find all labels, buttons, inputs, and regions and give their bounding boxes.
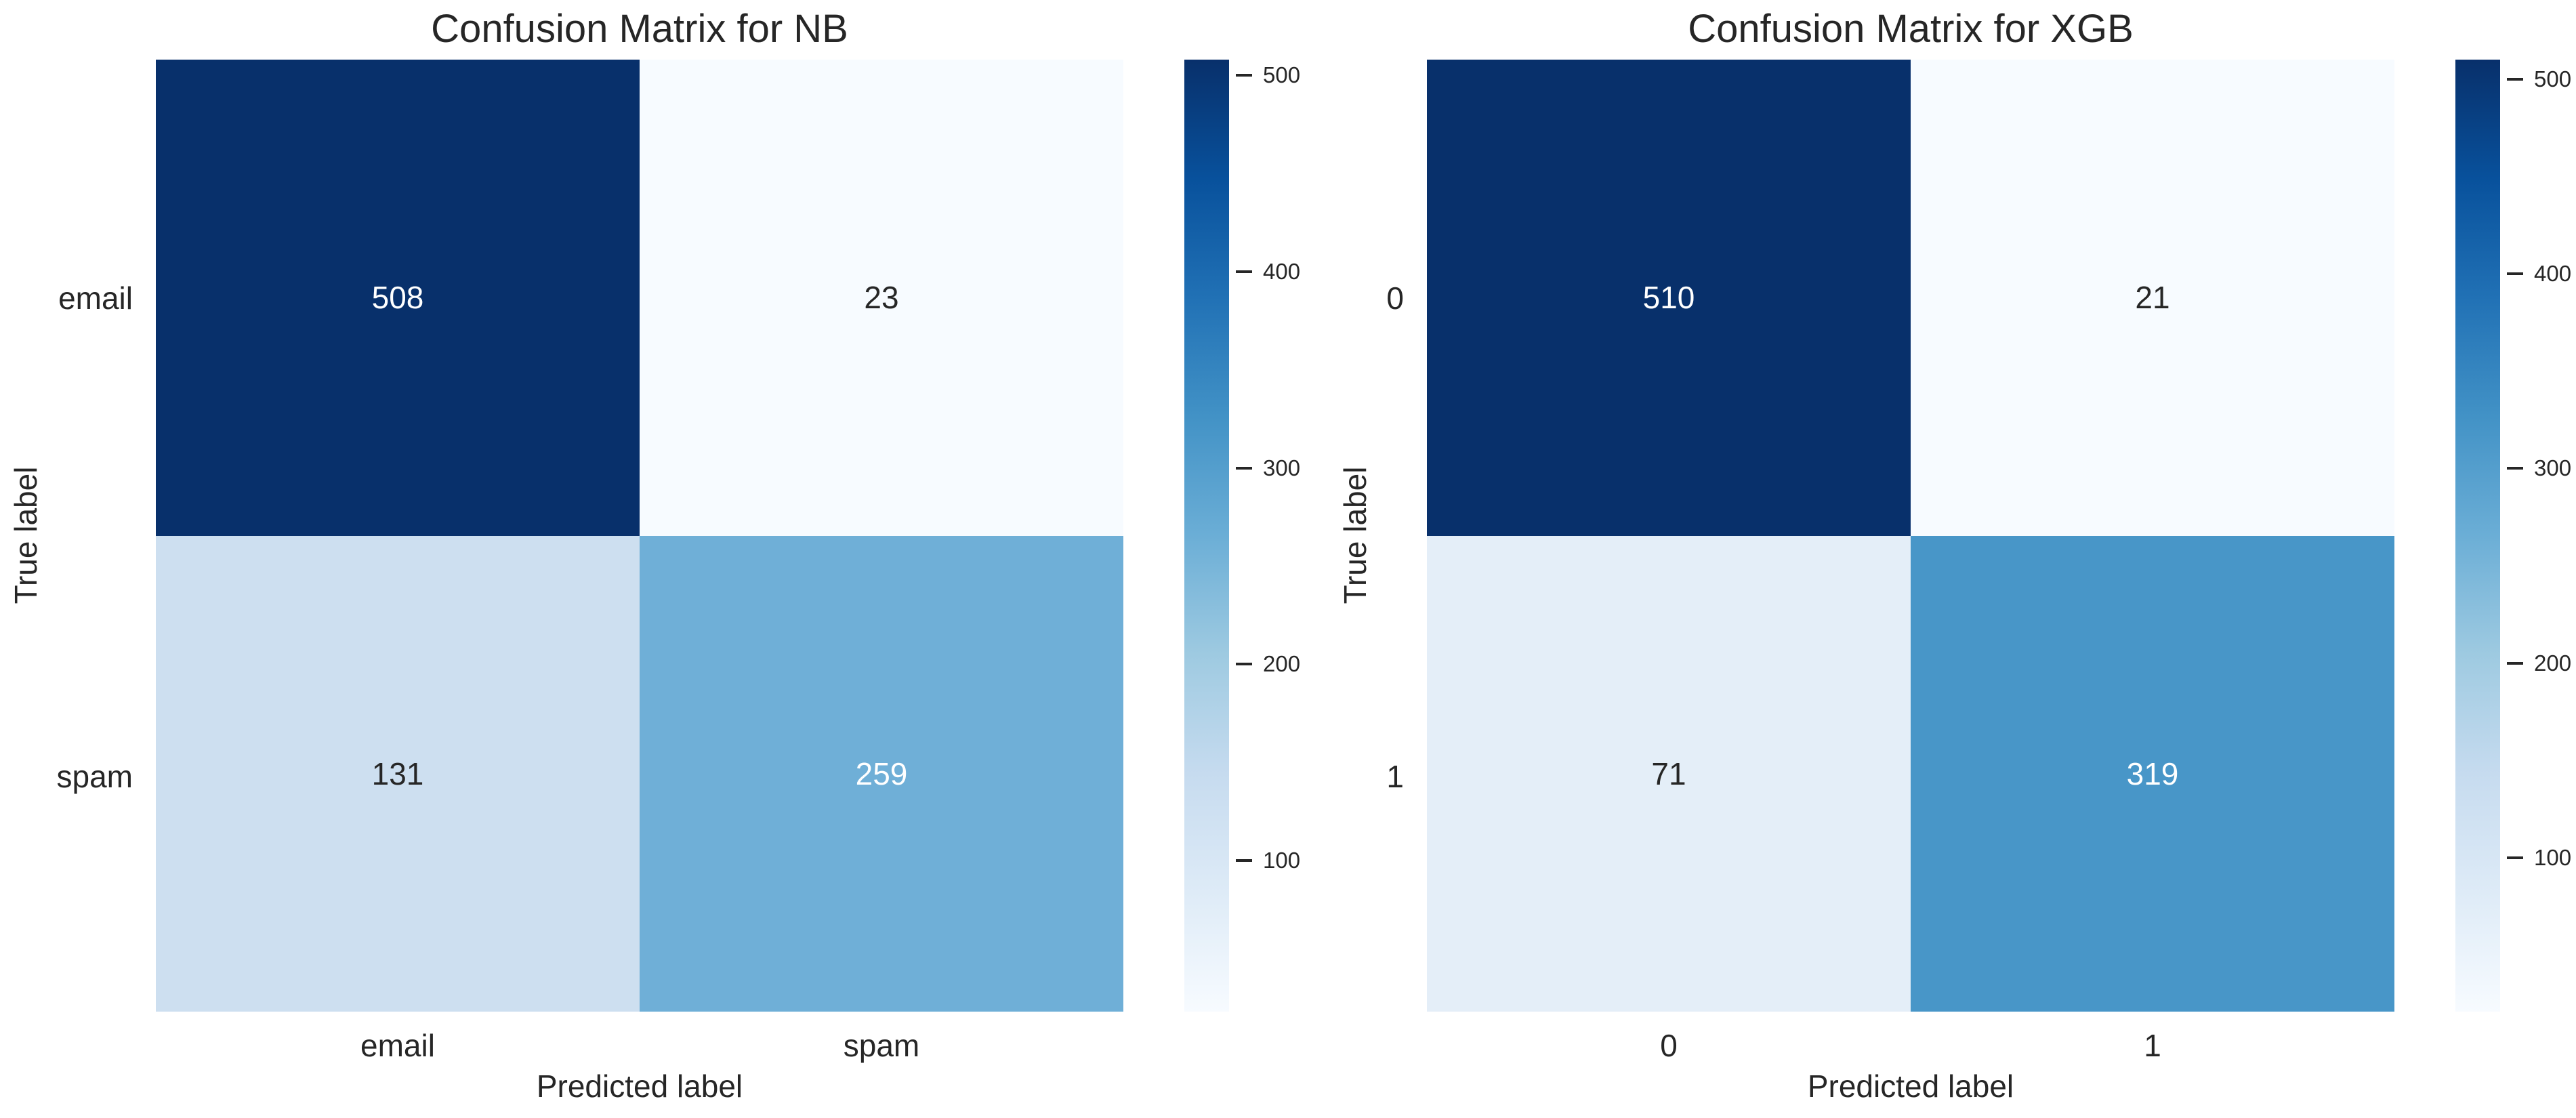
colorbar-tick-mark [2507, 856, 2523, 859]
colorbar-tick-label: 200 [2534, 650, 2572, 676]
colorbar-tick: 200 [2507, 650, 2571, 676]
x-tick-label: spam [843, 1028, 920, 1063]
y-tick-label: email [58, 281, 133, 316]
colorbar-tick: 500 [2507, 66, 2571, 92]
matrix-cell-true-email-pred-spam: 23 [640, 60, 1123, 536]
colorbar-tick-mark [1236, 466, 1252, 470]
matrix-cell-true-spam-pred-spam: 259 [640, 535, 1123, 1012]
matrix-cell-true-spam-pred-email: 131 [156, 535, 640, 1012]
y-axis-label: True label [1337, 466, 1373, 604]
x-tick-label: email [360, 1028, 435, 1063]
confusion-matrix-heatmap: 510 21 71 319 [1427, 60, 2394, 1012]
colorbar-tick-label: 400 [2534, 260, 2572, 286]
chart-title: Confusion Matrix for NB [431, 7, 848, 51]
y-tick-label: spam [56, 759, 133, 794]
confusion-matrix-heatmap: 508 23 131 259 [156, 60, 1123, 1012]
colorbar-gradient [1184, 60, 1229, 1012]
colorbar-tick-mark [2507, 467, 2523, 470]
matrix-cell-true-0-pred-0: 510 [1427, 60, 1911, 536]
colorbar-tick-mark [1236, 663, 1252, 666]
matrix-cell-true-1-pred-0: 71 [1427, 535, 1911, 1012]
y-tick-label: 1 [1386, 759, 1404, 794]
colorbar-tick-label: 300 [2534, 455, 2572, 481]
colorbar-tick: 300 [2507, 455, 2571, 481]
colorbar-tick-mark [1236, 858, 1252, 862]
colorbar-tick: 400 [2507, 261, 2571, 287]
colorbar-tick-mark [2507, 661, 2523, 665]
x-tick-label: 0 [1660, 1028, 1678, 1063]
colorbar-tick-label: 100 [2534, 844, 2572, 870]
xgb-confusion-matrix-chart: Confusion Matrix for XGB True label 0 1 … [1271, 0, 2576, 1118]
colorbar-tick: 100 [2507, 845, 2571, 871]
y-axis-label: True label [8, 466, 43, 604]
colorbar-tick-label: 500 [2534, 66, 2572, 91]
colorbar-tick-mark [1236, 74, 1252, 77]
colorbar-gradient [2455, 60, 2500, 1012]
colorbar-tick-mark [2507, 272, 2523, 275]
colorbar-tick-mark [1236, 270, 1252, 273]
matrix-cell-true-email-pred-email: 508 [156, 60, 640, 536]
nb-confusion-matrix-chart: Confusion Matrix for NB True label email… [8, 7, 1300, 1104]
x-tick-label: 1 [2144, 1028, 2161, 1063]
chart-title: Confusion Matrix for XGB [1688, 7, 2134, 51]
matrix-cell-true-1-pred-1: 319 [1911, 535, 2394, 1012]
x-axis-label: Predicted label [536, 1069, 743, 1104]
x-axis-label: Predicted label [1807, 1069, 2014, 1104]
colorbar-tick-mark [2507, 77, 2523, 81]
y-tick-label: 0 [1386, 281, 1404, 316]
matrix-cell-true-0-pred-1: 21 [1911, 60, 2394, 536]
